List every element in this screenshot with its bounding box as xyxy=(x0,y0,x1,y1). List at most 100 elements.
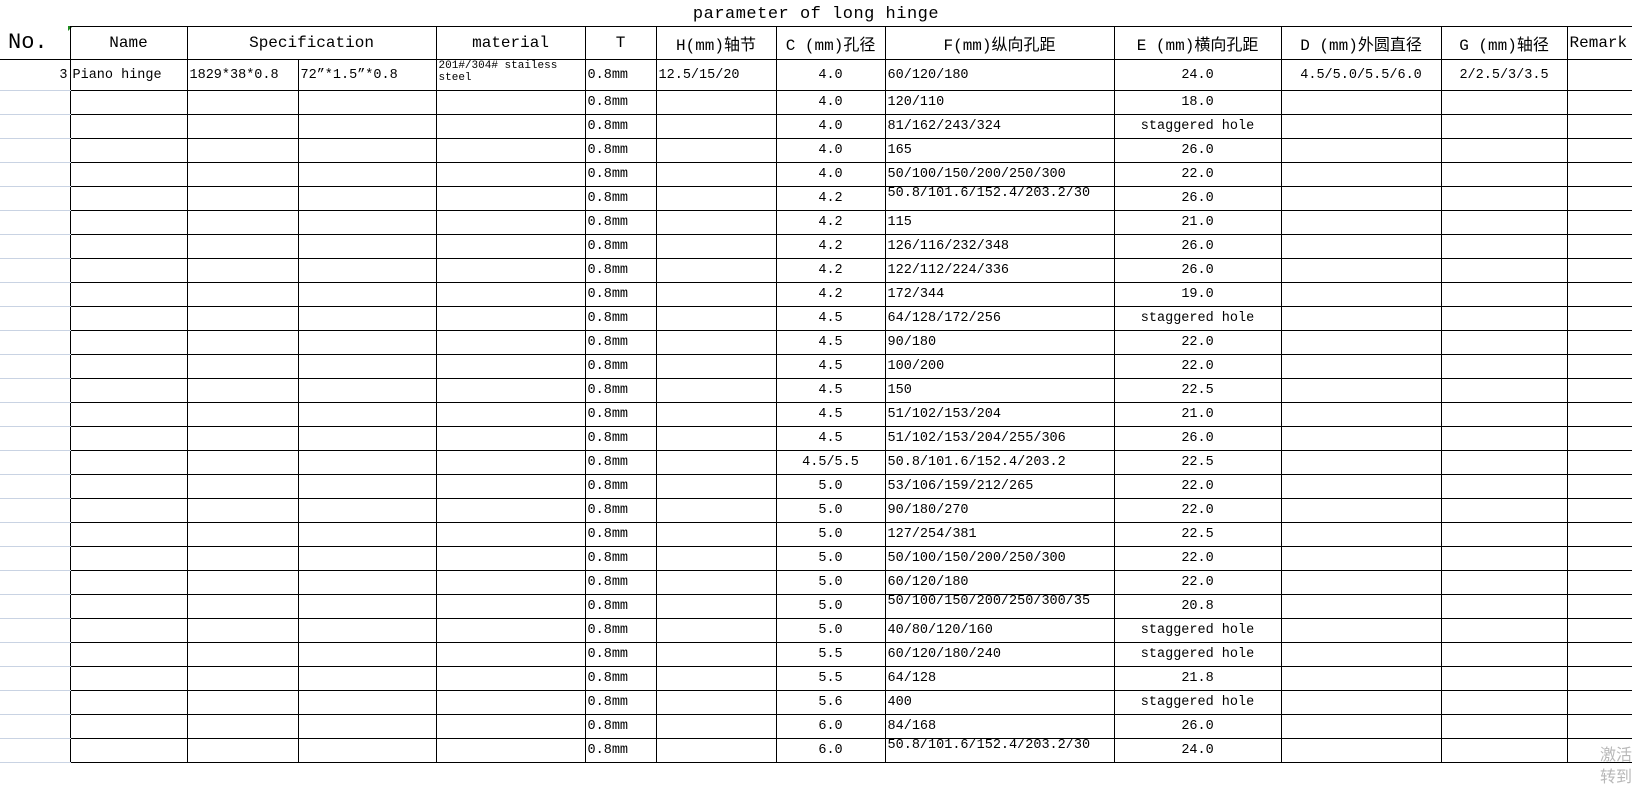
cell-t[interactable]: 0.8mm xyxy=(584,426,657,451)
cell-f[interactable]: 51/102/153/204 xyxy=(884,402,1115,427)
cell-f[interactable]: 400 xyxy=(884,690,1115,715)
cell-spec-mm[interactable] xyxy=(186,570,299,595)
cell-g[interactable] xyxy=(1440,738,1568,763)
cell-e[interactable]: 26.0 xyxy=(1113,234,1282,259)
cell-no[interactable] xyxy=(0,498,70,523)
cell-material[interactable] xyxy=(435,162,586,187)
cell-spec-inch[interactable] xyxy=(297,378,437,403)
header-h[interactable]: H(mm)轴节 xyxy=(655,26,777,60)
cell-g[interactable] xyxy=(1440,330,1568,355)
cell-remark[interactable] xyxy=(1566,546,1632,571)
cell-no[interactable] xyxy=(0,570,70,595)
cell-c[interactable]: 4.5/5.5 xyxy=(775,450,886,475)
header-t[interactable]: T xyxy=(584,26,657,60)
cell-d[interactable] xyxy=(1280,306,1442,331)
cell-h[interactable] xyxy=(655,330,777,355)
cell-t[interactable]: 0.8mm xyxy=(584,714,657,739)
cell-spec-inch[interactable] xyxy=(297,186,437,211)
cell-t[interactable]: 0.8mm xyxy=(584,234,657,259)
cell-no[interactable] xyxy=(0,114,70,139)
cell-spec-inch[interactable] xyxy=(297,114,437,139)
cell-e[interactable]: 22.0 xyxy=(1113,330,1282,355)
cell-d[interactable] xyxy=(1280,402,1442,427)
cell-f[interactable]: 50/100/150/200/250/300 xyxy=(884,162,1115,187)
cell-f[interactable]: 51/102/153/204/255/306 xyxy=(884,426,1115,451)
cell-d[interactable] xyxy=(1280,594,1442,619)
header-e[interactable]: E (mm)横向孔距 xyxy=(1113,26,1282,60)
cell-material[interactable] xyxy=(435,282,586,307)
cell-f[interactable]: 40/80/120/160 xyxy=(884,618,1115,643)
cell-spec-mm[interactable] xyxy=(186,522,299,547)
cell-f[interactable]: 60/120/180 xyxy=(884,570,1115,595)
cell-h[interactable] xyxy=(655,258,777,283)
cell-spec-inch[interactable] xyxy=(297,162,437,187)
cell-spec-inch[interactable] xyxy=(297,474,437,499)
cell-no[interactable] xyxy=(0,306,70,331)
cell-c[interactable]: 5.6 xyxy=(775,690,886,715)
cell-e[interactable]: 24.0 xyxy=(1113,59,1282,91)
cell-c[interactable]: 4.0 xyxy=(775,59,886,91)
cell-d[interactable] xyxy=(1280,522,1442,547)
cell-no[interactable] xyxy=(0,666,70,691)
cell-c[interactable]: 5.0 xyxy=(775,594,886,619)
cell-t[interactable]: 0.8mm xyxy=(584,210,657,235)
cell-spec-mm[interactable] xyxy=(186,114,299,139)
cell-name[interactable] xyxy=(69,714,188,739)
cell-g[interactable] xyxy=(1440,642,1568,667)
cell-name[interactable] xyxy=(69,474,188,499)
cell-c[interactable]: 5.5 xyxy=(775,666,886,691)
cell-material[interactable] xyxy=(435,522,586,547)
cell-e[interactable]: 22.5 xyxy=(1113,450,1282,475)
cell-h[interactable] xyxy=(655,138,777,163)
cell-e[interactable]: 26.0 xyxy=(1113,186,1282,211)
cell-t[interactable]: 0.8mm xyxy=(584,570,657,595)
cell-spec-inch[interactable] xyxy=(297,426,437,451)
cell-no[interactable] xyxy=(0,162,70,187)
cell-remark[interactable] xyxy=(1566,114,1632,139)
cell-name[interactable] xyxy=(69,450,188,475)
cell-remark[interactable] xyxy=(1566,354,1632,379)
cell-c[interactable]: 4.0 xyxy=(775,162,886,187)
cell-spec-inch[interactable] xyxy=(297,138,437,163)
cell-d[interactable] xyxy=(1280,186,1442,211)
header-g[interactable]: G (mm)轴径 xyxy=(1440,26,1568,60)
cell-remark[interactable] xyxy=(1566,210,1632,235)
cell-c[interactable]: 4.2 xyxy=(775,234,886,259)
cell-spec-inch[interactable] xyxy=(297,738,437,763)
cell-name[interactable] xyxy=(69,282,188,307)
cell-spec-inch[interactable] xyxy=(297,210,437,235)
cell-g[interactable] xyxy=(1440,474,1568,499)
cell-t[interactable]: 0.8mm xyxy=(584,59,657,91)
cell-no[interactable]: 3 xyxy=(0,59,70,91)
cell-d[interactable] xyxy=(1280,618,1442,643)
cell-remark[interactable] xyxy=(1566,642,1632,667)
cell-spec-mm[interactable] xyxy=(186,450,299,475)
cell-spec-mm[interactable] xyxy=(186,282,299,307)
cell-name[interactable] xyxy=(69,258,188,283)
cell-h[interactable] xyxy=(655,594,777,619)
cell-name[interactable] xyxy=(69,666,188,691)
cell-h[interactable] xyxy=(655,186,777,211)
cell-h[interactable] xyxy=(655,378,777,403)
cell-remark[interactable] xyxy=(1566,162,1632,187)
cell-spec-mm[interactable] xyxy=(186,186,299,211)
cell-spec-inch[interactable] xyxy=(297,282,437,307)
cell-material[interactable] xyxy=(435,450,586,475)
cell-c[interactable]: 4.2 xyxy=(775,210,886,235)
cell-spec-inch[interactable] xyxy=(297,450,437,475)
cell-material[interactable] xyxy=(435,570,586,595)
cell-spec-mm[interactable] xyxy=(186,378,299,403)
cell-h[interactable] xyxy=(655,402,777,427)
cell-no[interactable] xyxy=(0,186,70,211)
cell-d[interactable] xyxy=(1280,714,1442,739)
cell-e[interactable]: 26.0 xyxy=(1113,426,1282,451)
cell-t[interactable]: 0.8mm xyxy=(584,138,657,163)
cell-spec-inch[interactable] xyxy=(297,594,437,619)
cell-t[interactable]: 0.8mm xyxy=(584,114,657,139)
cell-t[interactable]: 0.8mm xyxy=(584,330,657,355)
cell-t[interactable]: 0.8mm xyxy=(584,162,657,187)
cell-d[interactable] xyxy=(1280,546,1442,571)
cell-spec-inch[interactable] xyxy=(297,330,437,355)
cell-no[interactable] xyxy=(0,426,70,451)
cell-h[interactable] xyxy=(655,90,777,115)
